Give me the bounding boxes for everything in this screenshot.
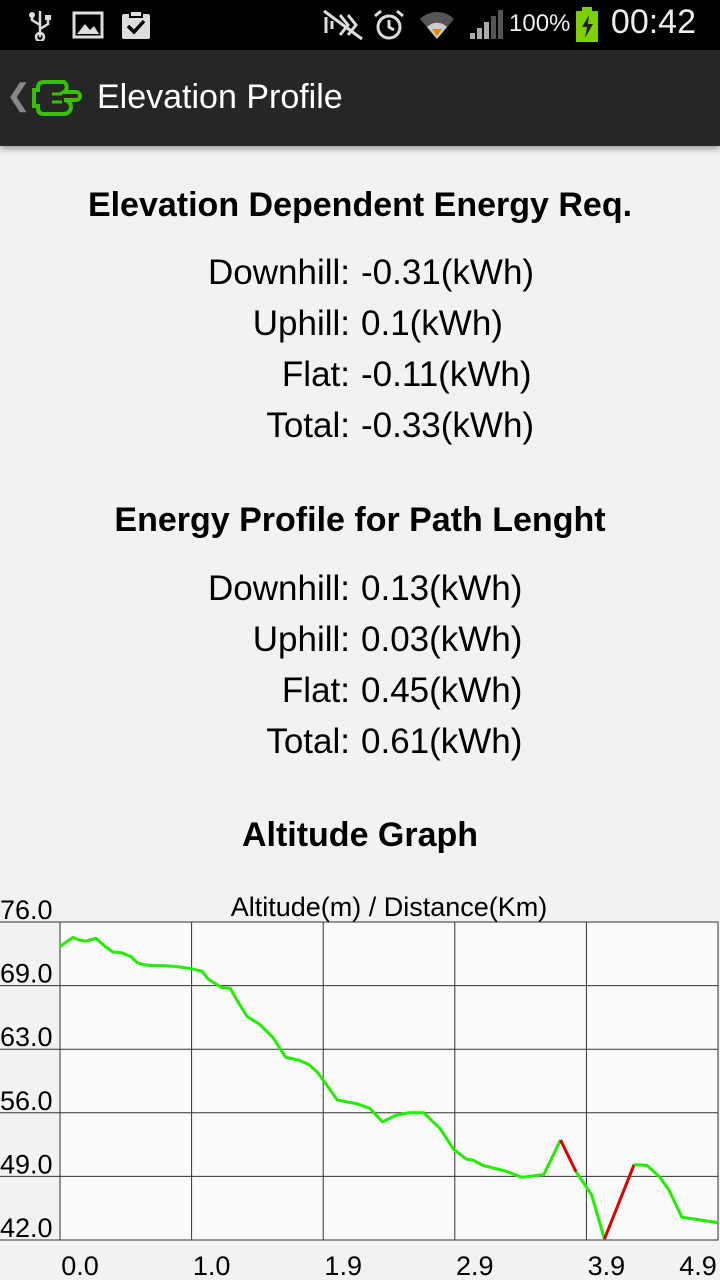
alarm-icon [374,9,404,40]
y-tick-label: 76.0 [0,895,53,925]
stat-label: Uphill: [252,620,350,659]
stat-value: -0.31(kWh) [361,253,535,292]
stat-value: -0.11(kWh) [361,355,532,394]
path-uphill-row: Uphill: 0.03(kWh) [0,620,720,670]
path-flat-row: Flat: 0.45(kWh) [0,671,720,721]
plot-area [59,921,719,1241]
back-chevron-icon[interactable]: ❮ [6,79,32,112]
x-tick-label: 2.9 [456,1251,494,1280]
chart-title: Altitude(m) / Distance(Km) [231,892,548,922]
battery-charging-icon [576,7,598,42]
battery-percent: 100% [509,10,571,37]
y-tick-label: 42.0 [0,1213,53,1243]
path-downhill-row: Downhill: 0.13(kWh) [0,569,720,619]
elevation-energy-title: Elevation Dependent Energy Req. [87,186,633,224]
status-clock: 00:42 [610,3,696,41]
y-tick-label: 49.0 [0,1149,53,1179]
elevation-flat-row: Flat: -0.11(kWh) [0,355,720,405]
wifi-icon [420,11,454,39]
altitude-line [574,1171,606,1240]
stat-label: Total: [266,406,350,445]
image-icon [72,11,104,39]
stat-label: Flat: [281,671,350,710]
page-title: Elevation Profile [97,78,343,116]
x-tick-label: 1.9 [324,1251,362,1280]
signal-icon [470,10,503,39]
action-bar: ❮ Elevation Profile [0,50,720,146]
elevation-uphill-row: Uphill: 0.1(kWh) [0,304,720,354]
path-total-row: Total: 0.61(kWh) [0,722,720,772]
stat-value: 0.1(kWh) [361,304,503,343]
clipboard-check-icon [122,10,150,39]
x-tick-label: 4.9 [679,1251,717,1280]
elevation-downhill-row: Downhill: -0.31(kWh) [0,253,720,303]
x-tick-label: 1.0 [193,1251,231,1280]
x-tick-label: 0.0 [61,1251,99,1280]
elevation-total-row: Total: -0.33(kWh) [0,406,720,456]
stat-value: -0.33(kWh) [361,406,535,445]
x-axis-ticks: 0.0 1.0 1.9 2.9 3.9 4.9 [61,1251,717,1280]
altitude-line [634,1163,719,1225]
altitude-graph-title: Altitude Graph [241,816,479,854]
x-tick-label: 3.9 [588,1251,626,1280]
altitude-line [59,935,562,1179]
steep-segment-line [559,1139,578,1173]
stat-value: 0.45(kWh) [361,671,523,710]
stat-label: Uphill: [252,304,350,343]
stat-label: Downhill: [208,569,350,608]
altitude-series [59,935,719,1240]
stat-label: Total: [266,722,350,761]
y-tick-label: 63.0 [0,1022,53,1052]
y-tick-label: 56.0 [0,1086,53,1116]
y-tick-label: 69.0 [0,959,53,989]
y-axis-ticks: 76.0 69.0 63.0 56.0 49.0 42.0 [0,895,53,1243]
altitude-chart: Altitude(m) / Distance(Km) 76.0 69.0 63.0 5… [0,892,719,1280]
usb-icon [29,11,51,41]
app-plug-logo-icon[interactable] [32,78,82,118]
steep-segment-line [603,1164,636,1240]
path-energy-title: Energy Profile for Path Lenght [114,501,606,539]
stat-label: Flat: [281,355,350,394]
stat-value: 0.61(kWh) [361,722,523,761]
stat-value: 0.03(kWh) [361,620,523,659]
stat-value: 0.13(kWh) [361,569,523,608]
stat-label: Downhill: [208,253,350,292]
status-bar: 100% 00:42 [0,0,720,50]
mute-icon [323,9,363,41]
